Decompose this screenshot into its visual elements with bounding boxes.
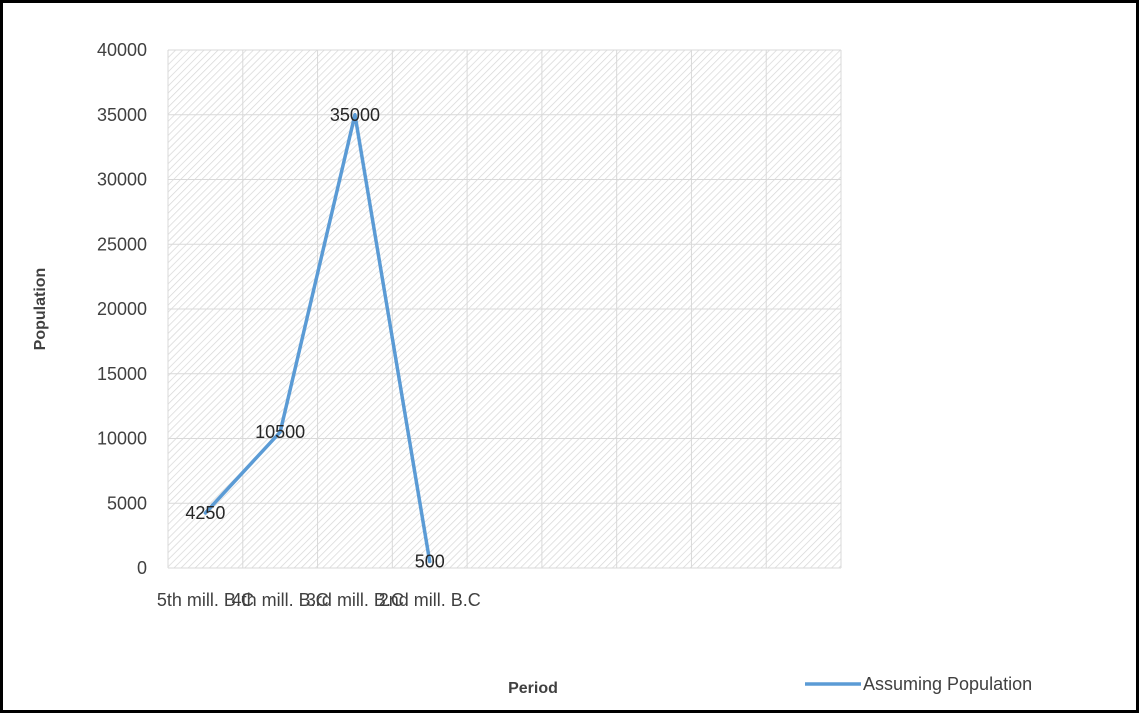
x-tick-label: 2nd mill. B.C: [379, 590, 481, 610]
y-tick-label: 5000: [107, 493, 147, 513]
y-tick-label: 15000: [97, 364, 147, 384]
data-label: 4250: [185, 503, 225, 523]
data-point: [278, 430, 282, 434]
y-tick-label: 25000: [97, 234, 147, 254]
data-point: [353, 113, 357, 117]
y-tick-label: 30000: [97, 170, 147, 190]
y-tick-label: 40000: [97, 40, 147, 60]
y-tick-label: 20000: [97, 299, 147, 319]
data-label: 35000: [330, 105, 380, 125]
y-axis-ticks: 0 5000 10000 15000 20000 25000 30000 35000 40000: [97, 40, 147, 578]
data-point: [203, 511, 207, 515]
y-tick-label: 0: [137, 558, 147, 578]
x-tick-label: 4th mill. B.C: [232, 590, 329, 610]
x-axis-title: Period: [508, 680, 558, 697]
series-line: [203, 113, 432, 564]
data-labels: 4250 10500 35000 500: [185, 105, 444, 572]
y-tick-label: 10000: [97, 429, 147, 449]
x-tick-label: 3rd mill. B.C: [306, 590, 404, 610]
y-axis-title: Population: [32, 268, 49, 351]
series-layer: [203, 113, 432, 564]
data-point: [428, 560, 432, 564]
data-label: 10500: [255, 422, 305, 442]
data-label: 500: [415, 552, 445, 572]
y-tick-label: 35000: [97, 105, 147, 125]
line-chart: 0 5000 10000 15000 20000 25000 30000 35000 40000…: [32, 40, 1032, 697]
legend: Assuming Population: [805, 674, 1032, 694]
x-tick-label: 5th mill. B.C: [157, 590, 254, 610]
gridlines: [167, 49, 842, 569]
legend-label: Assuming Population: [863, 674, 1032, 694]
